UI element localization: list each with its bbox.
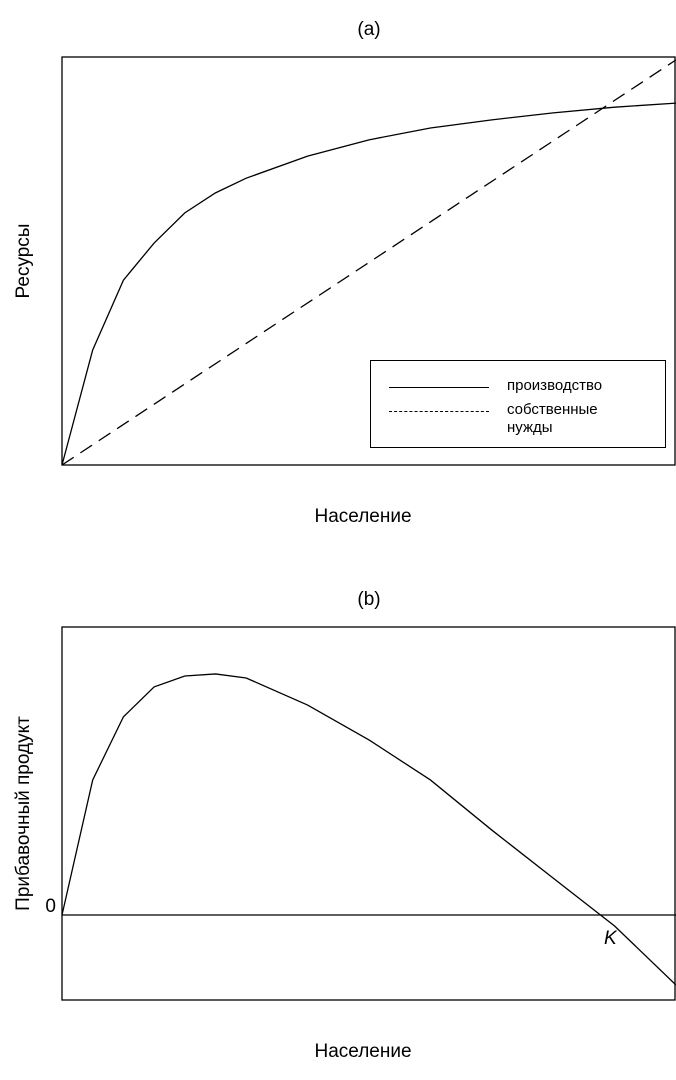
- line-series: [61, 59, 676, 466]
- line-series: [61, 102, 676, 466]
- legend: производство собственные нужды: [370, 360, 666, 448]
- y-axis-label: Ресурсы: [13, 224, 34, 299]
- y-tick-label: 0: [45, 896, 56, 917]
- plot-frame: [61, 56, 676, 466]
- line-series: [61, 673, 676, 986]
- legend-swatch: [389, 387, 489, 388]
- x-axis-label: Население: [314, 1041, 411, 1062]
- chart-title: (b): [357, 589, 380, 610]
- x-axis-label: Население: [314, 506, 411, 527]
- legend-swatch: [389, 411, 489, 412]
- y-axis-label: Прибавочный продукт: [13, 716, 34, 911]
- legend-label: собственные нужды: [507, 401, 598, 436]
- plot-frame: [61, 626, 676, 1001]
- legend-label: производство: [507, 377, 603, 394]
- chart-title: (a): [357, 19, 380, 40]
- annotation: K: [604, 928, 618, 949]
